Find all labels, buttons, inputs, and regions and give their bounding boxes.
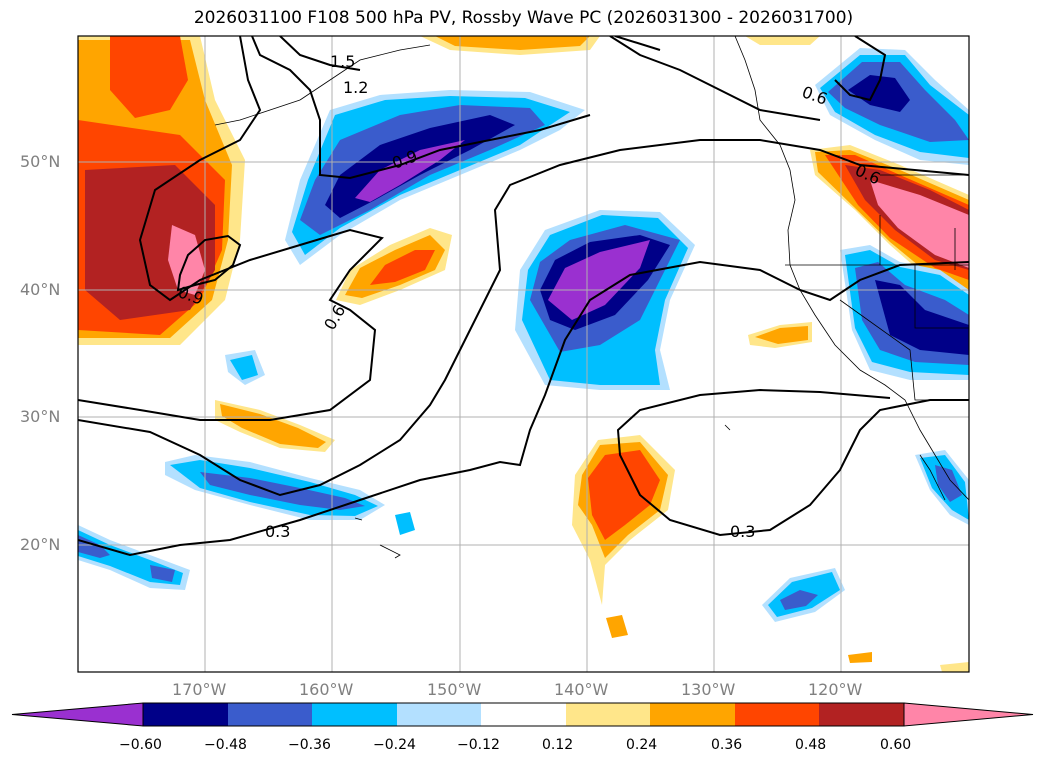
colorbar-segment <box>735 703 820 726</box>
colorbar-tick-label: −0.24 <box>373 737 416 753</box>
colorbar-segment <box>228 703 313 726</box>
lon-label: 160°W <box>299 680 354 699</box>
negative-anomaly-central-north <box>285 90 585 265</box>
lon-label: 170°W <box>172 680 227 699</box>
colorbar-frame <box>142 702 905 727</box>
colorbar <box>11 702 1034 727</box>
negative-anomaly-central <box>515 210 695 390</box>
lat-label: 20°N <box>20 535 61 554</box>
lon-label: 140°W <box>554 680 609 699</box>
negative-anomaly-southwest-band <box>78 350 415 590</box>
colorbar-tick-label: 0.24 <box>626 737 658 753</box>
lat-label: 30°N <box>20 407 61 426</box>
negative-anomaly-california <box>840 245 969 380</box>
colorbar-segment <box>397 703 482 726</box>
colorbar-tick-label: 0.36 <box>711 737 743 753</box>
positive-anomaly-north-central <box>336 228 452 305</box>
coastlines <box>214 36 969 559</box>
contour-label: 1.2 <box>343 78 369 97</box>
pv-anomaly-fill <box>78 36 969 672</box>
lon-label: 130°W <box>681 680 736 699</box>
colorbar-tick-label: 0.60 <box>880 737 912 753</box>
negative-anomaly-northeast <box>815 48 969 165</box>
contour-label: 0.3 <box>730 522 756 541</box>
map-title: 2026031100 F108 500 hPa PV, Rossby Wave … <box>193 8 854 28</box>
lon-label: 150°W <box>427 680 482 699</box>
lat-label: 50°N <box>20 152 61 171</box>
map-border <box>77 35 970 673</box>
contour-label: 0.3 <box>265 522 291 541</box>
pv-contours <box>78 36 969 557</box>
colorbar-segment <box>650 703 736 726</box>
colorbar-tick-label: 0.12 <box>542 737 574 753</box>
colorbar-segment <box>566 703 651 726</box>
graticule <box>78 36 969 672</box>
colorbar-segment <box>312 703 398 726</box>
colorbar-extend-low <box>11 702 144 727</box>
lat-label: 40°N <box>20 280 61 299</box>
positive-anomaly-pacific-northwest <box>810 145 969 295</box>
colorbar-segment <box>819 703 905 726</box>
colorbar-tick-label: 0.48 <box>795 737 827 753</box>
lon-label: 120°W <box>808 680 863 699</box>
contour-label: 1.5 <box>330 52 356 71</box>
colorbar-tick-label: −0.36 <box>288 737 331 753</box>
colorbar-segment <box>143 703 229 726</box>
colorbar-tick-label: −0.48 <box>204 737 247 753</box>
colorbar-extend-high <box>903 702 1034 727</box>
positive-anomaly-south-central <box>572 435 675 638</box>
positive-anomaly-west <box>78 36 245 345</box>
colorbar-tick-label: −0.60 <box>119 737 162 753</box>
colorbar-segment <box>481 703 567 726</box>
colorbar-tick-label: −0.12 <box>457 737 500 753</box>
